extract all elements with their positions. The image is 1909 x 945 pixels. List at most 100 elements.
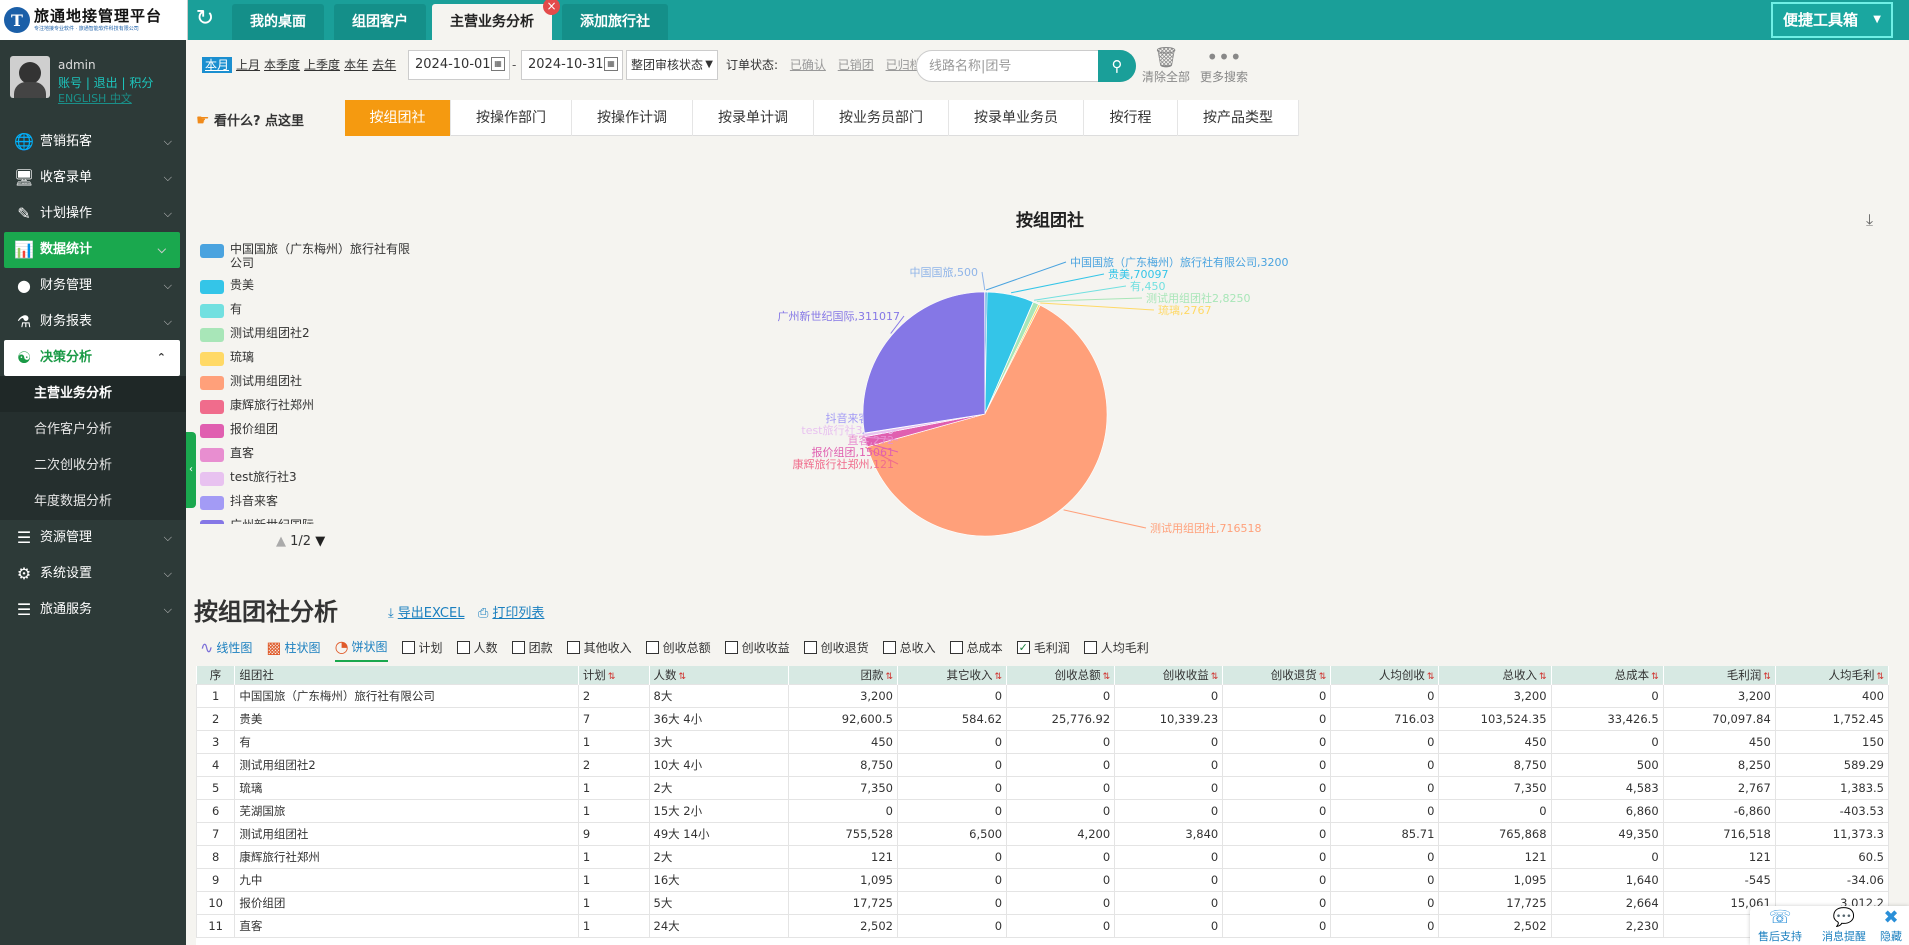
tab-by-entry-operator[interactable]: 按录单计调 — [693, 100, 814, 136]
view-line-chart[interactable]: ∿ 线性图 — [200, 632, 252, 662]
legend-item[interactable]: 报价组团 — [200, 422, 420, 446]
legend-item[interactable]: test旅行社3 — [200, 470, 420, 494]
export-excel-button[interactable]: ⤓ 导出EXCEL — [388, 602, 464, 621]
hide-helper-button[interactable]: ✖ 隐藏 — [1880, 908, 1902, 944]
column-header[interactable]: 人均毛利 ⇅ — [1775, 666, 1889, 684]
metric-checkbox[interactable]: ✓ 毛利润 — [1016, 639, 1070, 656]
metric-checkbox[interactable]: 总收入 — [882, 639, 936, 656]
quick-filter-this-year[interactable]: 本年 — [344, 58, 369, 72]
table-row[interactable]: 5 琉璃 1 2大 7,350 0 0 0 0 0 7,350 4,583 2,767 1,383.5 — [196, 775, 1889, 800]
column-header[interactable]: 毛利润 ⇅ — [1663, 666, 1776, 684]
legend-next-icon[interactable]: ▼ — [315, 534, 326, 549]
metric-checkbox[interactable]: 创收收益 — [724, 639, 790, 656]
table-row[interactable]: 8 康辉旅行社郑州 1 2大 121 0 0 0 0 0 121 0 121 60.5 — [196, 844, 1889, 869]
tab-by-agency[interactable]: 按组团社 — [345, 100, 451, 136]
language-links[interactable]: ENGLISH 中文 — [58, 92, 132, 105]
legend-item[interactable]: 贵美 — [200, 278, 420, 302]
user-links[interactable]: 账号 | 退出 | 积分 — [58, 76, 154, 90]
legend-item[interactable]: 测试用组团社 — [200, 374, 420, 398]
order-status-cancelled[interactable]: 已销团 — [837, 58, 874, 72]
metric-checkbox[interactable]: 总成本 — [949, 639, 1003, 656]
toolbox-button[interactable]: 便捷工具箱 ▼ — [1771, 2, 1893, 38]
tab-by-operation-dept[interactable]: 按操作部门 — [451, 100, 572, 136]
legend-item[interactable]: 琉璃 — [200, 350, 420, 374]
column-header[interactable]: 创收收益 ⇅ — [1114, 666, 1224, 684]
quick-filter-this-quarter[interactable]: 本季度 — [264, 58, 301, 72]
table-row[interactable]: 6 芜湖国旅 1 15大 2小 0 0 0 0 0 0 0 6,860 -6,860 -403.53 — [196, 798, 1889, 823]
table-row[interactable]: 9 九中 1 16大 1,095 0 0 0 0 0 1,095 1,640 -545 -34.06 — [196, 867, 1889, 892]
date-to-input[interactable]: 2024-10-31 ▦ — [521, 50, 623, 80]
sort-icon[interactable]: ⇅ — [994, 671, 1003, 682]
sidebar-collapse-handle[interactable]: ‹ — [186, 432, 196, 508]
legend-item[interactable]: 有 — [200, 302, 420, 326]
quick-filter-last-month[interactable]: 上月 — [236, 58, 261, 72]
tab-by-entry-sales[interactable]: 按录单业务员 — [949, 100, 1084, 136]
audit-status-select[interactable]: 整团审核状态 ▼ — [626, 50, 718, 80]
sort-icon[interactable]: ⇅ — [1763, 671, 1771, 682]
view-bar-chart[interactable]: ▩ 柱状图 — [266, 632, 320, 662]
tab-by-sales-dept[interactable]: 按业务员部门 — [814, 100, 949, 136]
sort-icon[interactable]: ⇅ — [678, 671, 687, 682]
sidebar-subitem-secondary-revenue[interactable]: 二次创收分析 — [34, 458, 113, 473]
tab-add-agency[interactable]: 添加旅行社 — [562, 4, 668, 40]
table-row[interactable]: 10 报价组团 1 5大 17,725 0 0 0 0 0 17,725 2,664 15,061 3,0… — [196, 890, 1889, 915]
column-header[interactable]: 其它收入 ⇅ — [897, 666, 1008, 684]
quick-filter-last-quarter[interactable]: 上季度 — [304, 58, 341, 72]
legend-item[interactable]: 直客 — [200, 446, 420, 470]
tab-by-product-type[interactable]: 按产品类型 — [1178, 100, 1299, 136]
legend-item[interactable]: 测试用组团社2 — [200, 326, 420, 350]
sort-icon[interactable]: ⇅ — [1318, 671, 1327, 682]
column-header[interactable]: 总成本 ⇅ — [1551, 666, 1664, 684]
date-from-input[interactable]: 2024-10-01 ▦ — [408, 50, 510, 80]
sidebar-subitem-partner-clients[interactable]: 合作客户分析 — [34, 422, 113, 437]
pie-slice[interactable] — [867, 304, 1108, 537]
metric-checkbox[interactable]: 团款 — [511, 639, 553, 656]
sort-icon[interactable]: ⇅ — [1102, 671, 1111, 682]
sidebar-item-resources[interactable]: ☰ 资源管理 ⌵ — [0, 520, 186, 556]
sidebar-subitem-main-business[interactable]: 主营业务分析 — [0, 376, 186, 412]
close-icon[interactable]: × — [543, 0, 560, 15]
sidebar-item-planning[interactable]: ✎ 计划操作 ⌵ — [0, 196, 186, 232]
table-row[interactable]: 1 中国国旅（广东梅州）旅行社有限公司 2 8大 3,200 0 0 0 0 0 3,200 0 3,2… — [196, 683, 1889, 708]
sort-icon[interactable]: ⇅ — [1538, 671, 1547, 682]
sort-icon[interactable]: ⇅ — [607, 671, 616, 682]
legend-prev-icon[interactable]: ▲ — [276, 534, 286, 549]
sidebar-item-service[interactable]: ☰ 旅通服务 ⌵ — [0, 592, 186, 628]
sidebar-item-settings[interactable]: ⚙ 系统设置 ⌵ — [0, 556, 186, 592]
search-button[interactable]: ⚲ — [1098, 50, 1136, 82]
table-row[interactable]: 4 测试用组团社2 2 10大 4小 8,750 0 0 0 0 0 8,750 500 8,250 58… — [196, 752, 1889, 777]
column-header[interactable]: 创收退货 ⇅ — [1222, 666, 1332, 684]
tab-by-operator[interactable]: 按操作计调 — [572, 100, 693, 136]
sort-icon[interactable]: ⇅ — [885, 671, 893, 682]
download-icon[interactable]: ⤓ — [1866, 210, 1874, 229]
table-row[interactable]: 3 有 1 3大 450 0 0 0 0 0 450 0 450 150 — [196, 729, 1889, 754]
order-status-archived[interactable]: 已归档 — [885, 58, 922, 72]
column-header[interactable]: 人均创收 ⇅ — [1330, 666, 1440, 684]
sort-icon[interactable]: ⇅ — [1210, 671, 1219, 682]
column-header[interactable]: 计划 ⇅ — [578, 666, 650, 684]
metric-checkbox[interactable]: 计划 — [401, 639, 443, 656]
pie-slice[interactable] — [862, 291, 986, 434]
more-search-button[interactable]: ••• 更多搜索 — [1200, 46, 1248, 85]
sidebar-item-orders[interactable]: 🖥 收客录单 ⌵ — [0, 160, 186, 196]
metric-checkbox[interactable]: 创收总额 — [645, 639, 711, 656]
table-row[interactable]: 2 贵美 7 36大 4小 92,600.5 584.62 25,776.92 10,339.… — [196, 706, 1889, 731]
clear-all-button[interactable]: 🗑 清除全部 — [1142, 46, 1190, 85]
after-sales-support-button[interactable]: ☏ 售后支持 — [1758, 908, 1802, 944]
table-row[interactable]: 11 直客 1 24大 2,502 0 0 0 0 0 2,502 2,230 — [196, 913, 1889, 938]
print-list-button[interactable]: ⎙ 打印列表 — [478, 602, 544, 621]
column-header[interactable]: 总收入 ⇅ — [1438, 666, 1552, 684]
sort-icon[interactable]: ⇅ — [1651, 671, 1659, 682]
sort-icon[interactable]: ⇅ — [1426, 671, 1435, 682]
sidebar-item-decision-analysis[interactable]: ☯ 决策分析 ⌃ — [4, 340, 180, 376]
tab-main-business-analysis[interactable]: 主营业务分析 × — [432, 0, 560, 40]
sidebar-item-marketing[interactable]: 🌐 营销拓客 ⌵ — [0, 124, 186, 160]
metric-checkbox[interactable]: 人数 — [456, 639, 498, 656]
sidebar-item-statistics[interactable]: 📊 数据统计 ⌵ — [4, 232, 180, 268]
legend-item[interactable]: 中国国旅（广东梅州）旅行社有限公司 — [200, 242, 420, 278]
tab-group-clients[interactable]: 组团客户 — [334, 4, 426, 40]
metric-checkbox[interactable]: 创收退货 — [803, 639, 869, 656]
help-link[interactable]: ☛ 看什么? 点这里 — [196, 110, 304, 129]
column-header[interactable]: 团款 ⇅ — [788, 666, 899, 684]
table-row[interactable]: 7 测试用组团社 9 49大 14小 755,528 6,500 4,200 3,840 0 85… — [196, 821, 1889, 846]
